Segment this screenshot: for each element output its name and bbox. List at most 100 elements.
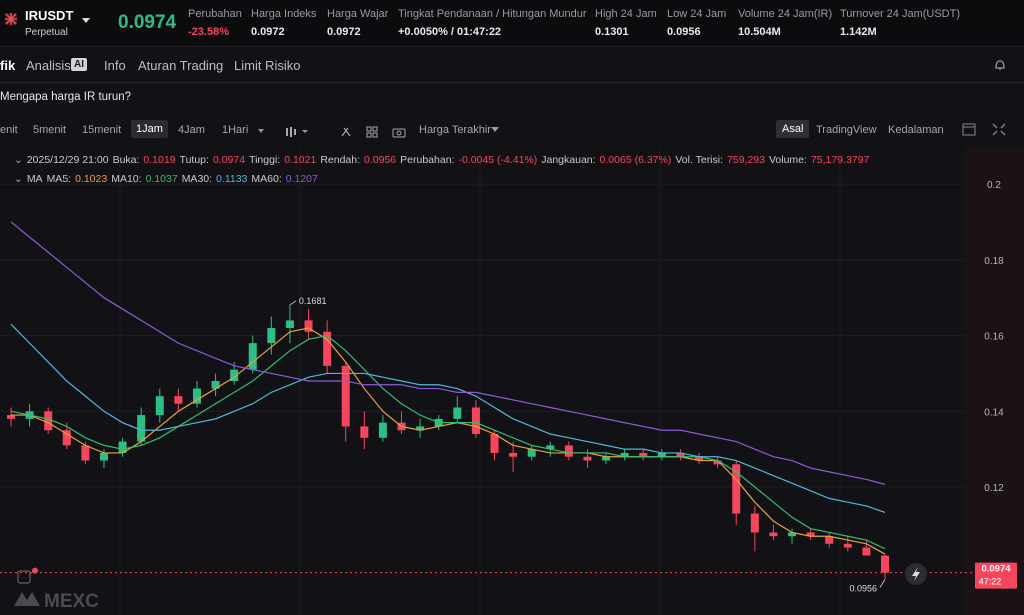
view-selected[interactable]: Asal <box>776 120 810 138</box>
y-tick-label: 0.16 <box>984 332 1004 343</box>
candle-body <box>862 547 871 556</box>
stat-value: +0.0050% / 01:47:22 <box>398 26 502 38</box>
caret[interactable]: ⌄ <box>14 154 23 166</box>
candle-body <box>490 434 499 453</box>
candle-body <box>99 452 108 461</box>
price-tag-bg <box>975 562 1017 589</box>
caret[interactable]: ⌄ <box>14 173 23 185</box>
ma-value: 0.1207 <box>285 173 318 185</box>
info-value: 75,179.3797 <box>810 154 870 166</box>
candle-body <box>304 320 313 332</box>
ai-question[interactable]: Mengapa harga IR turun? <box>0 91 132 103</box>
ma-line <box>10 221 886 485</box>
y-tick-label: 0.2 <box>987 180 1001 191</box>
info-value: 0.1019 <box>143 154 176 166</box>
price-type[interactable]: Harga Terakhir <box>419 124 491 136</box>
candle-body <box>81 445 90 461</box>
stat-label: Low 24 Jam <box>667 8 727 20</box>
y-tick-label: 0.12 <box>984 483 1004 494</box>
interval-selected[interactable]: 1Jam <box>131 120 168 138</box>
ma-value: 0.1133 <box>216 173 248 185</box>
candle-body <box>471 407 480 435</box>
candle-body <box>695 456 704 461</box>
tab[interactable]: Limit Risiko <box>234 58 301 73</box>
contract: Perpetual <box>25 27 68 38</box>
stat-label: Harga Indeks <box>251 8 317 20</box>
candle-body <box>713 460 722 465</box>
high-label: 0.1681 <box>299 296 327 306</box>
stat-value: 1.142M <box>840 26 877 38</box>
candle-body <box>453 407 462 419</box>
ma-name: MA60: <box>251 173 282 185</box>
candle-body <box>657 452 666 457</box>
info-label: Jangkauan: <box>541 154 596 166</box>
interval[interactable]: 1Hari <box>222 124 249 136</box>
candle-body <box>620 452 629 457</box>
candle-body <box>248 343 257 370</box>
dropdown-arrow[interactable] <box>81 17 91 25</box>
interval[interactable]: 5menit <box>33 124 67 136</box>
interval[interactable]: enit <box>0 124 18 136</box>
candle-body <box>137 415 146 442</box>
price-type-arrow[interactable] <box>491 127 499 133</box>
candle-body <box>788 532 797 537</box>
layout-icons[interactable] <box>962 123 1012 137</box>
stat-label: Harga Wajar <box>327 8 389 20</box>
bell-icon[interactable] <box>993 58 1007 72</box>
candle-body <box>806 532 815 537</box>
candle-body <box>62 430 71 446</box>
ma-value: 0.1023 <box>75 173 108 185</box>
info-label: Volume: <box>769 154 807 166</box>
candle-body <box>360 426 369 438</box>
tab[interactable]: Aturan Trading <box>138 58 224 73</box>
stat-label: High 24 Jam <box>595 8 657 20</box>
info-value: 0.0974 <box>212 154 246 166</box>
candle-body <box>118 441 127 453</box>
symbol[interactable]: IRUSDT <box>25 8 74 23</box>
ma-legend: ⌄ MA MA5: 0.1023 MA10: 0.1037 MA30: 0.1133 MA60:… <box>14 173 322 185</box>
candle-body <box>230 369 239 381</box>
ma-title: MA <box>26 173 43 185</box>
stat-label: Tingkat Pendanaan / Hitungan Mundur <box>398 8 587 20</box>
chart-settings-icon <box>17 570 31 584</box>
watermark-logo <box>14 592 40 606</box>
stat-value: 10.504M <box>738 26 781 38</box>
tab[interactable]: Analisis <box>26 58 71 73</box>
ma-line <box>11 327 886 555</box>
coin-icon <box>5 13 17 25</box>
ma-name: MA30: <box>181 173 213 185</box>
view[interactable]: TradingView <box>816 124 877 136</box>
candle-body <box>527 449 536 457</box>
candle-body <box>44 411 53 431</box>
candle-body <box>7 415 15 419</box>
stat-label: Turnover 24 Jam(USDT) <box>840 8 961 20</box>
candle-body <box>564 445 573 457</box>
ma-line <box>10 323 886 513</box>
candle-body <box>676 452 685 457</box>
bolt-icon <box>912 567 920 581</box>
view[interactable]: Kedalaman <box>888 124 944 136</box>
tab[interactable]: Info <box>104 58 126 73</box>
candle-body <box>843 543 852 548</box>
top-bar: IRUSDT Perpetual 0.0974 Perubahan -23.58%… <box>0 0 1024 47</box>
info-label: Tutup: <box>179 154 209 166</box>
price-tag: 0.0974 <box>981 564 1011 575</box>
interval[interactable]: 15menit <box>82 124 122 136</box>
candle-body <box>174 396 183 404</box>
watermark: MEXC <box>44 591 99 612</box>
stat-value: 0.1301 <box>595 26 629 38</box>
ai-badge[interactable]: AI <box>71 58 87 71</box>
candle-body <box>341 365 350 427</box>
info-value: -0.0045 (-4.41%) <box>458 154 538 166</box>
toolbar-icons[interactable] <box>256 126 456 138</box>
tab[interactable]: fik <box>0 58 16 73</box>
info-label: Perubahan: <box>400 154 455 166</box>
candle-body <box>546 445 555 450</box>
candle-body <box>750 513 759 533</box>
candle-body <box>583 456 592 461</box>
info-value: 759,293 <box>727 154 765 166</box>
stat-value: 0.0956 <box>667 26 701 38</box>
interval[interactable]: 4Jam <box>178 124 205 136</box>
info-value: 0.0065 (6.37%) <box>599 154 672 166</box>
